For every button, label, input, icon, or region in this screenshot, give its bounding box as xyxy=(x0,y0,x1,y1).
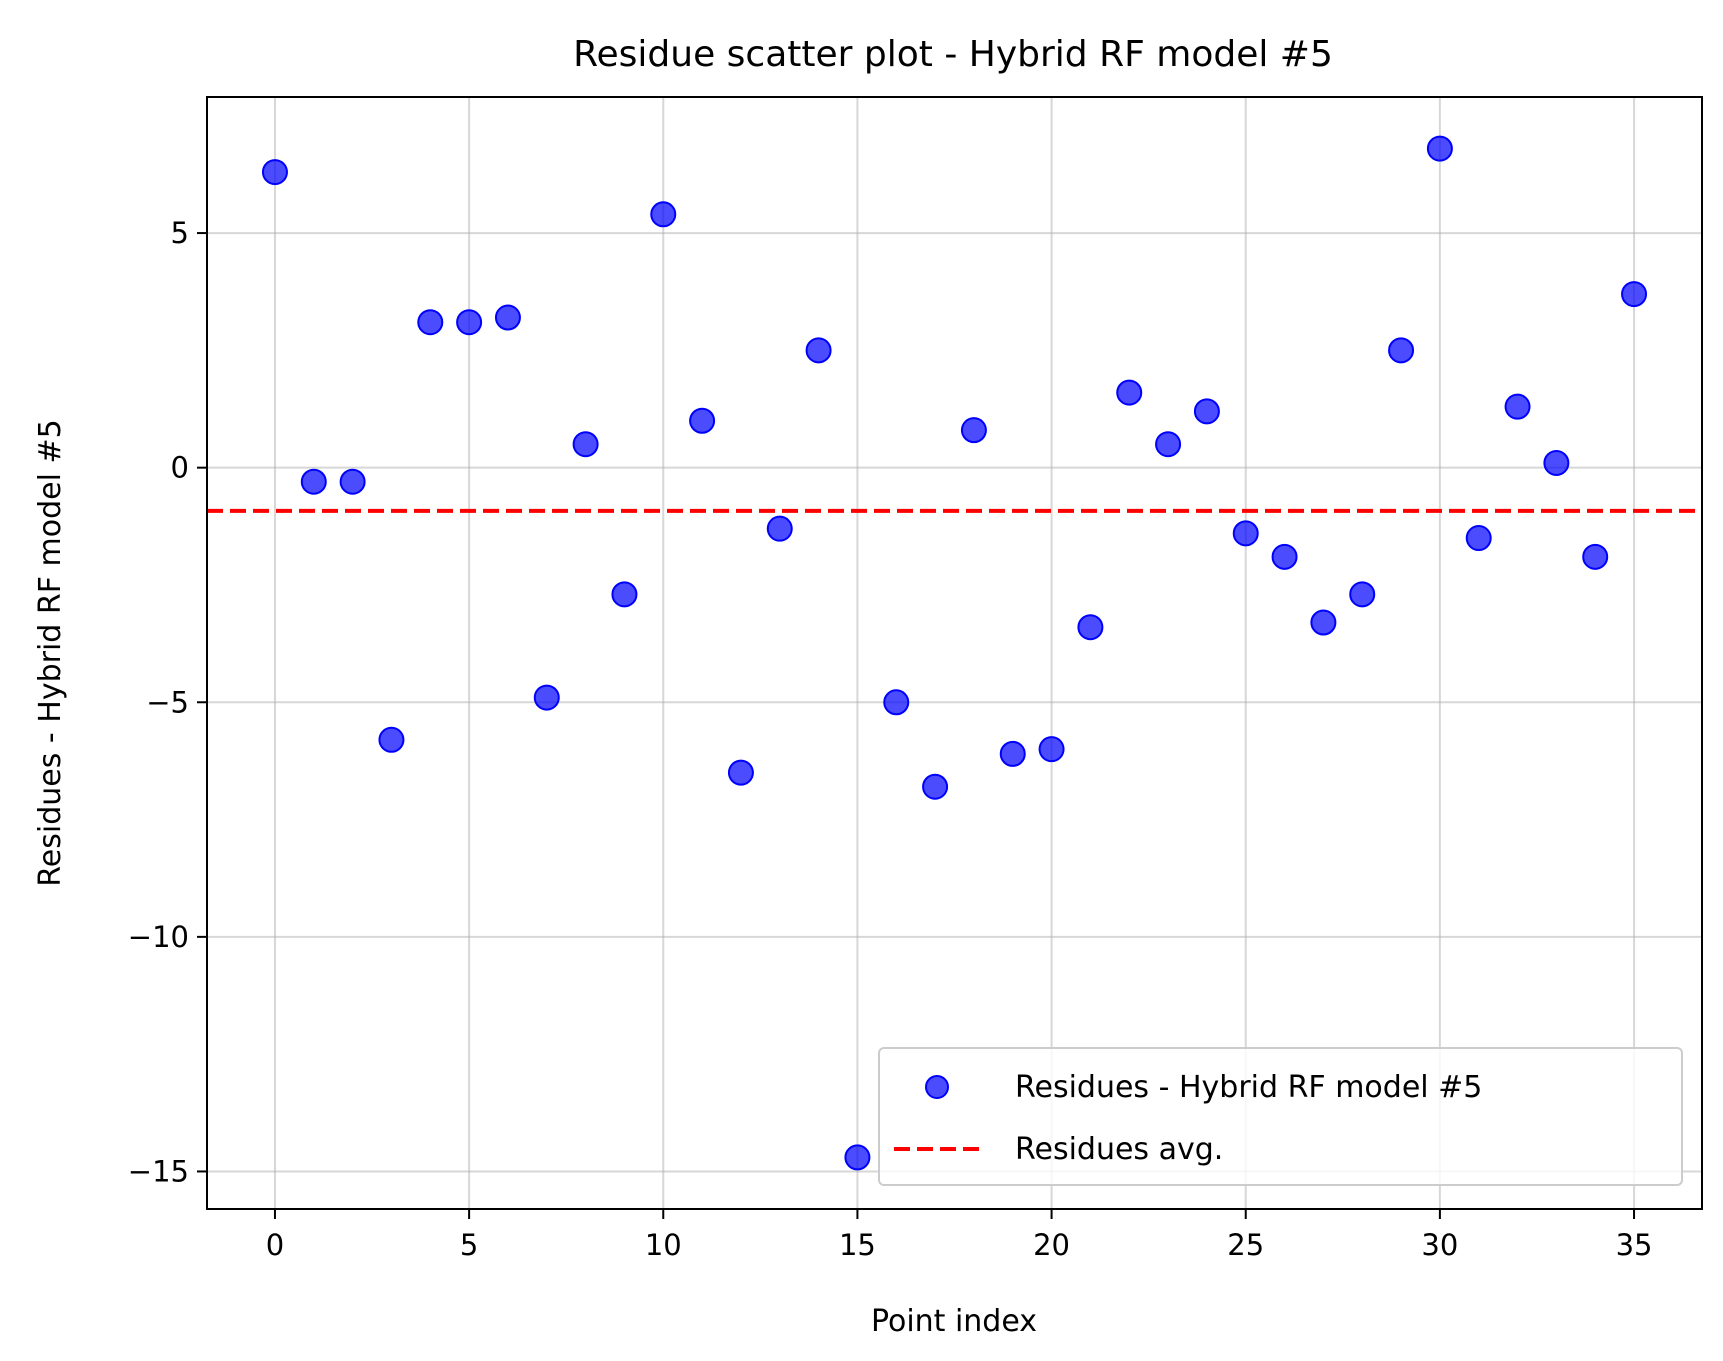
scatter-point xyxy=(339,468,366,495)
x-tick-label: 10 xyxy=(645,1228,682,1262)
scatter-point xyxy=(378,726,405,753)
x-tick-label: 20 xyxy=(1033,1228,1070,1262)
x-axis-ticks: 0 5 10 15 20 25 30 35 xyxy=(266,1209,1653,1262)
scatter-point xyxy=(572,431,599,458)
plot-area xyxy=(207,97,1702,1209)
legend-scatter-marker xyxy=(925,1075,949,1099)
scatter-point xyxy=(1621,281,1648,308)
legend: Residues - Hybrid RF model #5 Residues a… xyxy=(878,1047,1683,1186)
scatter-point xyxy=(1193,398,1220,425)
scatter-point xyxy=(1077,614,1104,641)
legend-box xyxy=(878,1047,1683,1186)
scatter-points xyxy=(261,135,1648,1171)
y-axis-label: Residues - Hybrid RF model #5 xyxy=(33,419,68,886)
x-axis-label: Point index xyxy=(871,1304,1037,1339)
legend-label-average: Residues avg. xyxy=(1015,1132,1223,1167)
scatter-point xyxy=(1349,581,1376,608)
scatter-point xyxy=(1543,449,1570,476)
chart-title: Residue scatter plot - Hybrid RF model #… xyxy=(573,34,1333,75)
scatter-point xyxy=(1038,736,1065,763)
scatter-point xyxy=(611,581,638,608)
scatter-point xyxy=(494,304,521,331)
scatter-point xyxy=(1582,543,1609,570)
scatter-point xyxy=(922,773,949,800)
scatter-point xyxy=(417,309,444,336)
scatter-point xyxy=(261,159,288,186)
y-tick-label: −5 xyxy=(146,685,189,719)
scatter-point xyxy=(300,468,327,495)
x-tick-label: 35 xyxy=(1616,1228,1653,1262)
y-tick-label: 5 xyxy=(171,216,189,250)
scatter-point xyxy=(1426,135,1453,162)
x-tick-label: 25 xyxy=(1227,1228,1264,1262)
y-axis-ticks: 5 0 −5 −10 −15 xyxy=(128,216,207,1188)
scatter-point xyxy=(727,759,754,786)
scatter-point xyxy=(805,337,832,364)
x-tick-label: 15 xyxy=(839,1228,876,1262)
scatter-point xyxy=(844,1144,871,1171)
scatter-point xyxy=(1504,393,1531,420)
scatter-point xyxy=(1116,379,1143,406)
scatter-point xyxy=(1388,337,1415,364)
scatter-point xyxy=(1310,609,1337,636)
y-tick-label: −10 xyxy=(128,920,189,954)
scatter-point xyxy=(533,684,560,711)
legend-label-residues: Residues - Hybrid RF model #5 xyxy=(1015,1070,1482,1105)
scatter-point xyxy=(689,407,716,434)
scatter-point xyxy=(1271,543,1298,570)
scatter-point xyxy=(650,201,677,228)
scatter-point xyxy=(1465,525,1492,552)
scatter-point xyxy=(999,740,1026,767)
x-tick-label: 30 xyxy=(1421,1228,1458,1262)
y-tick-label: 0 xyxy=(171,451,189,485)
scatter-point xyxy=(1155,431,1182,458)
scatter-point xyxy=(960,417,987,444)
scatter-point xyxy=(766,515,793,542)
plot-frame xyxy=(206,96,1703,1210)
scatter-point xyxy=(883,689,910,716)
y-tick-label: −15 xyxy=(128,1154,189,1188)
scatter-point xyxy=(1232,520,1259,547)
x-tick-label: 0 xyxy=(266,1228,284,1262)
x-tick-label: 5 xyxy=(460,1228,478,1262)
scatter-point xyxy=(456,309,483,336)
